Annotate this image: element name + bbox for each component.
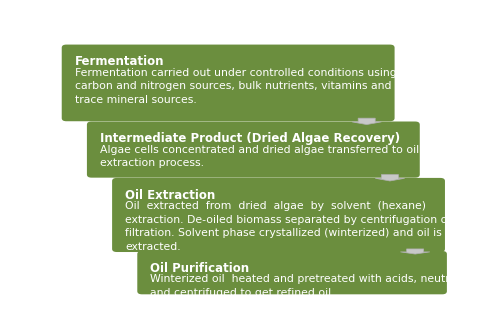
Text: Winterized oil  heated and pretreated with acids, neutralized
and centrifuged to: Winterized oil heated and pretreated wit… (150, 274, 482, 298)
Text: Algae cells concentrated and dried algae transferred to oil
extraction process.: Algae cells concentrated and dried algae… (100, 145, 419, 168)
Polygon shape (375, 174, 404, 181)
Polygon shape (352, 118, 382, 125)
Text: Oil Purification: Oil Purification (150, 262, 250, 275)
Text: Fermentation carried out under controlled conditions using
carbon and nitrogen s: Fermentation carried out under controlle… (75, 68, 396, 105)
FancyBboxPatch shape (112, 178, 445, 252)
FancyBboxPatch shape (87, 122, 420, 177)
Text: Oil  extracted  from  dried  algae  by  solvent  (hexane)
extraction. De-oiled b: Oil extracted from dried algae by solven… (126, 201, 452, 252)
Text: Oil Extraction: Oil Extraction (126, 189, 216, 202)
Text: Intermediate Product (Dried Algae Recovery): Intermediate Product (Dried Algae Recove… (100, 132, 400, 145)
Polygon shape (400, 249, 430, 254)
FancyBboxPatch shape (62, 45, 394, 121)
Text: Fermentation: Fermentation (75, 55, 164, 68)
FancyBboxPatch shape (138, 251, 447, 294)
